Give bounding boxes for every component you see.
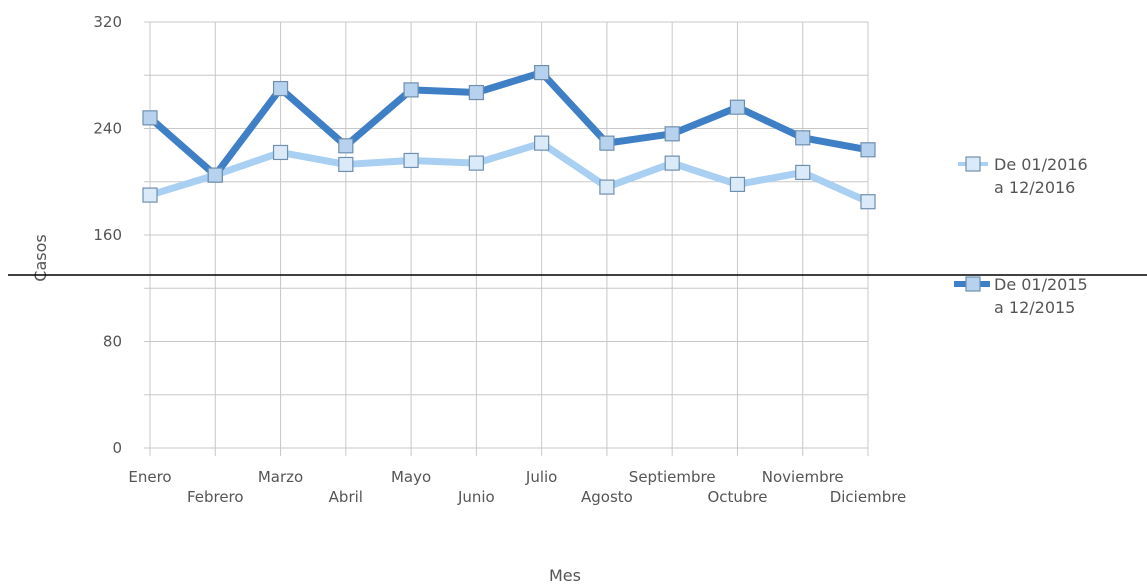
data-point[interactable] — [338, 156, 354, 173]
data-point[interactable] — [795, 164, 811, 181]
data-point[interactable] — [272, 144, 289, 161]
legend-label: De 01/2016 — [994, 155, 1088, 174]
data-point[interactable] — [599, 135, 615, 151]
series-2 — [142, 64, 876, 183]
x-tick-label: Diciembre — [830, 488, 907, 506]
data-point[interactable] — [860, 142, 876, 158]
legend-item[interactable]: De 01/2016 a 12/2016 — [958, 155, 1088, 197]
series-line — [147, 69, 869, 179]
chart-legend: De 01/2016 a 12/2016 De 01/2015 a 12/2015 — [954, 155, 1088, 317]
y-tick-label: 0 — [112, 439, 122, 457]
legend-label: De 01/2015 — [994, 275, 1088, 294]
data-point[interactable] — [403, 82, 419, 98]
x-tick-label: Junio — [457, 488, 495, 506]
data-point[interactable] — [664, 126, 680, 142]
x-tick-label: Octubre — [707, 488, 767, 506]
data-point[interactable] — [142, 110, 158, 126]
x-tick-label: Marzo — [258, 468, 303, 486]
data-point[interactable] — [534, 135, 550, 151]
data-point[interactable] — [403, 152, 419, 169]
x-axis-title: Mes — [549, 566, 581, 585]
data-point[interactable] — [795, 130, 811, 146]
x-tick-label: Julio — [525, 468, 557, 486]
data-point[interactable] — [338, 138, 354, 154]
data-point[interactable] — [729, 176, 746, 193]
data-point[interactable] — [142, 187, 158, 203]
y-tick-label: 320 — [93, 13, 122, 31]
x-axis-ticks: Enero Febrero Marzo Abril Mayo Junio Julio Agos… — [128, 468, 906, 506]
data-point[interactable] — [534, 64, 550, 81]
data-point[interactable] — [729, 99, 746, 115]
x-tick-label: Abril — [329, 488, 363, 506]
y-tick-label: 80 — [103, 333, 122, 351]
x-tick-label: Agosto — [581, 488, 633, 506]
data-point[interactable] — [860, 194, 876, 210]
legend-swatch-marker — [965, 156, 981, 172]
legend-label: a 12/2015 — [994, 298, 1075, 317]
data-point[interactable] — [272, 80, 289, 97]
data-point[interactable] — [468, 84, 484, 101]
legend-label: a 12/2016 — [994, 178, 1075, 197]
data-point[interactable] — [599, 179, 615, 195]
x-tick-label: Enero — [128, 468, 171, 486]
y-tick-label: 160 — [93, 226, 122, 244]
data-point[interactable] — [468, 155, 484, 171]
x-tick-label: Mayo — [391, 468, 431, 486]
chart-grid — [144, 21, 869, 456]
data-point[interactable] — [664, 155, 680, 171]
series-line — [148, 139, 870, 205]
x-tick-label: Febrero — [187, 488, 244, 506]
chart-series — [142, 64, 876, 210]
y-axis-title: Casos — [31, 234, 50, 281]
x-tick-label: Noviembre — [762, 468, 844, 486]
series-1 — [142, 135, 876, 210]
y-axis-ticks: 0 80 160 240 320 — [93, 13, 122, 457]
legend-item[interactable]: De 01/2015 a 12/2015 — [954, 275, 1088, 317]
y-tick-label: 240 — [93, 120, 122, 138]
legend-swatch-marker — [965, 276, 981, 292]
data-point[interactable] — [207, 167, 223, 183]
x-tick-label: Septiembre — [629, 468, 716, 486]
